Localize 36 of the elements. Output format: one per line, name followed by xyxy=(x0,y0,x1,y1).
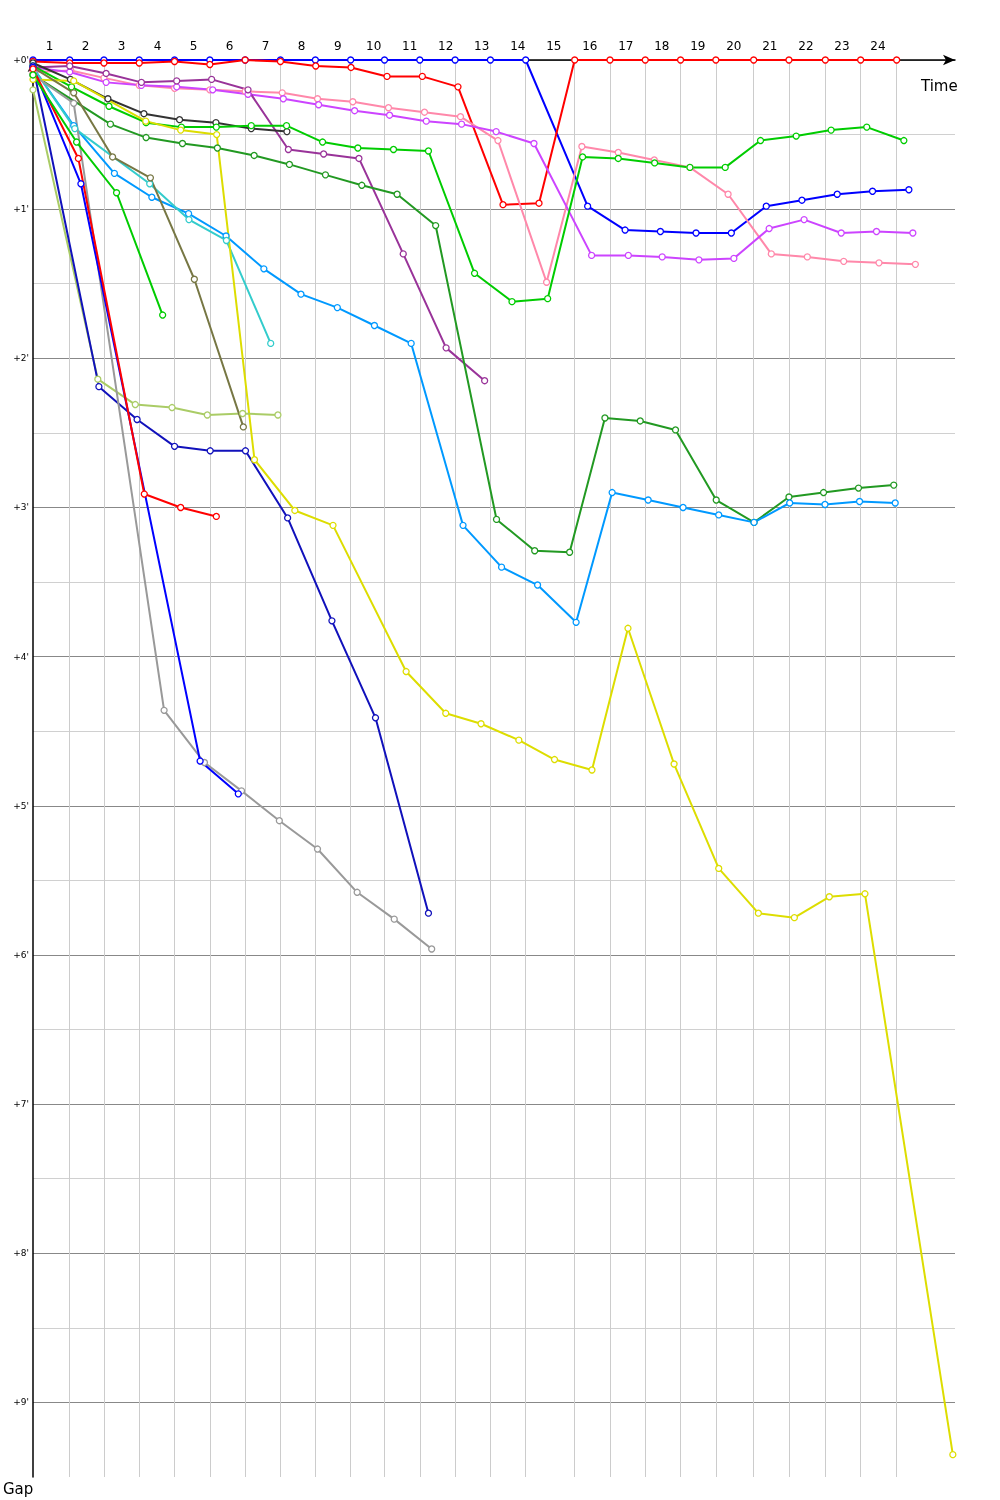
x-tick-label: 4 xyxy=(153,39,162,53)
x-tick-label: 6 xyxy=(225,39,234,53)
x-tick-label: 16 xyxy=(582,39,598,53)
y-tick-label: +9' xyxy=(13,1397,29,1408)
y-tick-label: +8' xyxy=(13,1248,29,1259)
x-tick-label: 7 xyxy=(261,39,270,53)
x-tick-label: 11 xyxy=(402,39,418,53)
y-tick-label: +3' xyxy=(13,502,29,513)
x-tick-label: 15 xyxy=(546,39,562,53)
x-tick-label: 3 xyxy=(117,39,126,53)
x-tick-label: 5 xyxy=(189,39,198,53)
x-tick-label: 17 xyxy=(618,39,634,53)
y-tick-label: +5' xyxy=(13,800,29,811)
x-tick-label: 24 xyxy=(870,39,886,53)
x-tick-label: 8 xyxy=(297,39,306,53)
x-tick-label: 13 xyxy=(474,39,490,53)
x-tick-label: 12 xyxy=(438,39,454,53)
x-tick-label: 22 xyxy=(798,39,814,53)
y-tick-label: +2' xyxy=(13,353,29,364)
x-tick-label: 2 xyxy=(81,39,90,53)
x-tick-label: 10 xyxy=(366,39,382,53)
x-tick-label: 20 xyxy=(726,39,742,53)
y-axis-title: Gap xyxy=(3,1479,34,1498)
y-tick-label: +4' xyxy=(13,651,29,662)
x-tick-label: 1 xyxy=(45,39,54,53)
x-tick-label: 9 xyxy=(333,39,342,53)
y-tick-label: +7' xyxy=(13,1099,29,1110)
y-tick-label: +1' xyxy=(13,204,29,215)
y-tick-label: +6' xyxy=(13,949,29,960)
x-tick-label: 21 xyxy=(762,39,778,53)
x-tick-label: 14 xyxy=(510,39,526,53)
x-tick-label: 19 xyxy=(690,39,706,53)
x-tick-label: 18 xyxy=(654,39,670,53)
x-tick-label: 23 xyxy=(834,39,850,53)
y-tick-label: +0' xyxy=(13,55,29,65)
x-axis-title: Time xyxy=(920,76,958,95)
